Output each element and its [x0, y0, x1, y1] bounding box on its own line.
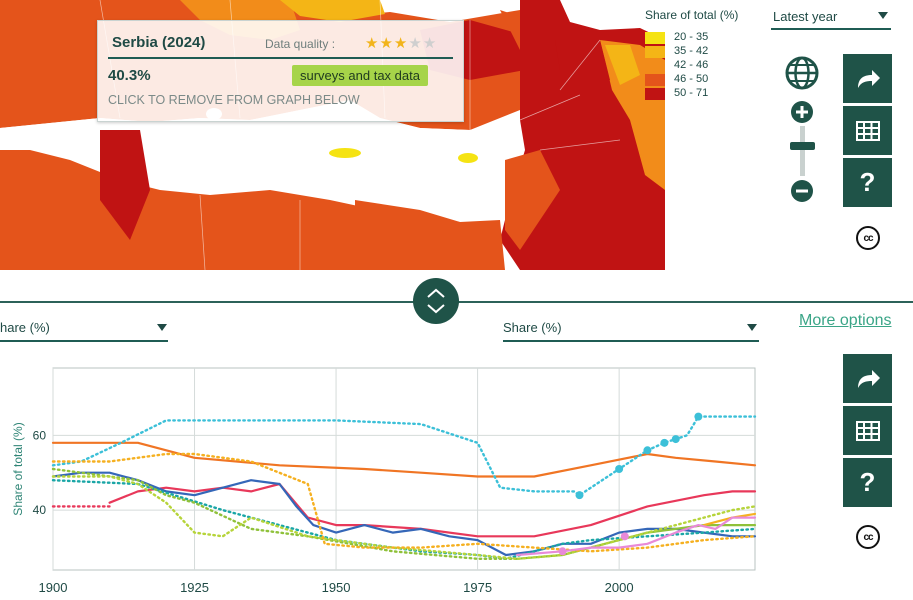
chevron-down-icon	[747, 324, 757, 331]
chevron-down-icon	[878, 12, 888, 19]
y-axis-label: Share of total (%)	[11, 422, 25, 515]
zoom-slider-track[interactable]	[800, 126, 805, 176]
tooltip-value: 40.3%	[108, 67, 151, 84]
minus-icon[interactable]	[790, 179, 814, 203]
chart-series	[51, 412, 757, 560]
map-share-button[interactable]	[843, 54, 892, 103]
tooltip-divider	[108, 57, 453, 59]
star-filled-icon: ★	[365, 35, 380, 52]
data-quality-label: Data quality :	[265, 37, 336, 51]
help-icon: ?	[859, 167, 876, 197]
data-point	[643, 446, 652, 455]
chart-share-button[interactable]	[843, 354, 892, 403]
star-filled-icon: ★	[379, 35, 394, 52]
x-tick-label: 2000	[605, 580, 634, 595]
chart-table-button[interactable]	[843, 406, 892, 455]
right-select-value: Share (%)	[503, 320, 562, 335]
map-table-button[interactable]	[843, 106, 892, 155]
globe-icon[interactable]	[784, 55, 820, 91]
legend-swatch	[645, 46, 665, 58]
remove-from-graph-hint[interactable]: CLICK TO REMOVE FROM GRAPH BELOW	[108, 93, 360, 107]
creative-commons-icon[interactable]: cc	[856, 226, 880, 250]
legend-label: 42 - 46	[674, 59, 709, 71]
legend-label: 50 - 71	[674, 87, 709, 99]
legend-label: 35 - 42	[674, 45, 709, 57]
table-icon	[855, 420, 880, 441]
plot-frame	[52, 367, 756, 571]
x-tick-label: 1975	[463, 580, 492, 595]
chart-help-button[interactable]: ?	[843, 458, 892, 507]
left-indicator-select[interactable]: hare (%)	[0, 316, 168, 342]
map-help-button[interactable]: ?	[843, 158, 892, 207]
legend-swatch	[645, 88, 665, 100]
collapse-toggle-button[interactable]	[413, 278, 459, 324]
creative-commons-icon[interactable]: cc	[856, 525, 880, 549]
series-line	[51, 475, 757, 560]
tooltip-country: Serbia (2024)	[112, 34, 206, 51]
legend-label: 46 - 50	[674, 73, 709, 85]
share-arrow-icon	[857, 369, 880, 388]
data-point	[575, 491, 584, 500]
map-legend: Share of total (%) 20 - 35 35 - 42 42 - …	[640, 6, 758, 102]
legend-swatch	[645, 74, 665, 86]
share-arrow-icon	[857, 69, 880, 88]
left-select-value: hare (%)	[0, 320, 50, 335]
star-empty-icon: ★	[422, 35, 438, 52]
chart-axes: 1900 1925 1950 1975 2000 40 60 Share of total (…	[11, 422, 634, 595]
series-line	[51, 441, 757, 478]
data-point	[620, 532, 629, 541]
star-filled-icon: ★	[393, 35, 409, 52]
data-point	[671, 435, 680, 444]
year-select[interactable]: Latest year	[771, 4, 891, 30]
right-indicator-select[interactable]: Share (%)	[503, 316, 759, 342]
series-line	[108, 482, 757, 538]
y-tick-label: 60	[33, 428, 47, 442]
help-icon: ?	[859, 467, 876, 497]
legend-label: 20 - 35	[674, 31, 709, 43]
chevron-down-icon	[157, 324, 167, 331]
data-point	[694, 412, 703, 421]
table-icon	[855, 120, 880, 141]
series-line	[51, 471, 757, 557]
plus-icon[interactable]	[790, 100, 814, 124]
x-tick-label: 1950	[322, 580, 351, 595]
legend-title: Share of total (%)	[645, 8, 739, 22]
zoom-slider-handle[interactable]	[790, 142, 815, 150]
data-point	[615, 465, 624, 473]
source-badge: surveys and tax data	[292, 65, 428, 86]
x-tick-label: 1900	[39, 580, 68, 595]
line-chart[interactable]: 1900 1925 1950 1975 2000 40 60 Share of total (…	[0, 360, 760, 600]
data-point	[660, 438, 669, 447]
legend-swatch	[645, 60, 665, 72]
more-options-link[interactable]: More options	[799, 312, 892, 329]
series-line	[516, 516, 757, 557]
series-line	[51, 452, 757, 553]
x-tick-label: 1925	[180, 580, 209, 595]
star-empty-icon: ★	[408, 35, 423, 52]
chevron-up-down-icon	[427, 288, 445, 314]
country-tooltip[interactable]: Serbia (2024) Data quality : ★★★★★ 40.3%…	[97, 20, 464, 122]
year-select-value: Latest year	[773, 9, 838, 24]
data-point	[558, 547, 567, 556]
series-line	[51, 415, 757, 497]
chart-grid	[52, 367, 756, 571]
legend-swatch	[645, 32, 665, 44]
y-tick-label: 40	[33, 503, 47, 517]
data-quality-stars: ★★★★★	[365, 34, 437, 52]
